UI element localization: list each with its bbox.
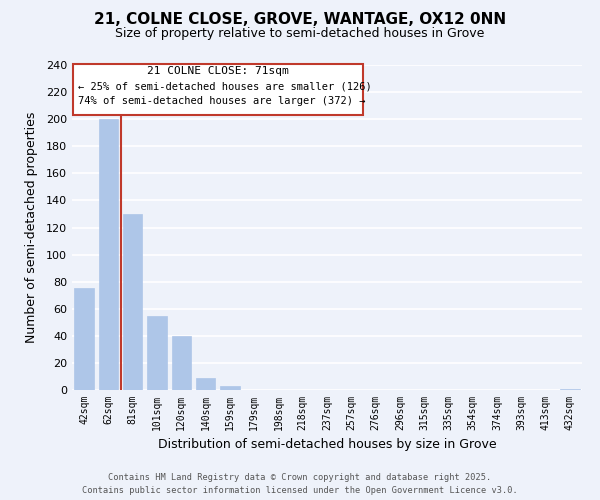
Bar: [99, 119, 118, 390]
Text: 21 COLNE CLOSE: 71sqm: 21 COLNE CLOSE: 71sqm: [148, 66, 289, 76]
Bar: [220, 386, 239, 390]
Bar: [123, 214, 142, 390]
Y-axis label: Number of semi-detached properties: Number of semi-detached properties: [25, 112, 38, 343]
X-axis label: Distribution of semi-detached houses by size in Grove: Distribution of semi-detached houses by …: [158, 438, 496, 452]
Text: ← 25% of semi-detached houses are smaller (126): ← 25% of semi-detached houses are smalle…: [79, 81, 372, 91]
Text: Contains HM Land Registry data © Crown copyright and database right 2025.
Contai: Contains HM Land Registry data © Crown c…: [82, 474, 518, 495]
Text: Size of property relative to semi-detached houses in Grove: Size of property relative to semi-detach…: [115, 28, 485, 40]
Bar: [196, 378, 215, 390]
Text: 74% of semi-detached houses are larger (372) →: 74% of semi-detached houses are larger (…: [79, 96, 366, 106]
Bar: [172, 336, 191, 390]
Bar: [560, 388, 580, 390]
Bar: [74, 288, 94, 390]
Bar: [147, 316, 167, 390]
Text: 21, COLNE CLOSE, GROVE, WANTAGE, OX12 0NN: 21, COLNE CLOSE, GROVE, WANTAGE, OX12 0N…: [94, 12, 506, 28]
FancyBboxPatch shape: [73, 64, 364, 115]
